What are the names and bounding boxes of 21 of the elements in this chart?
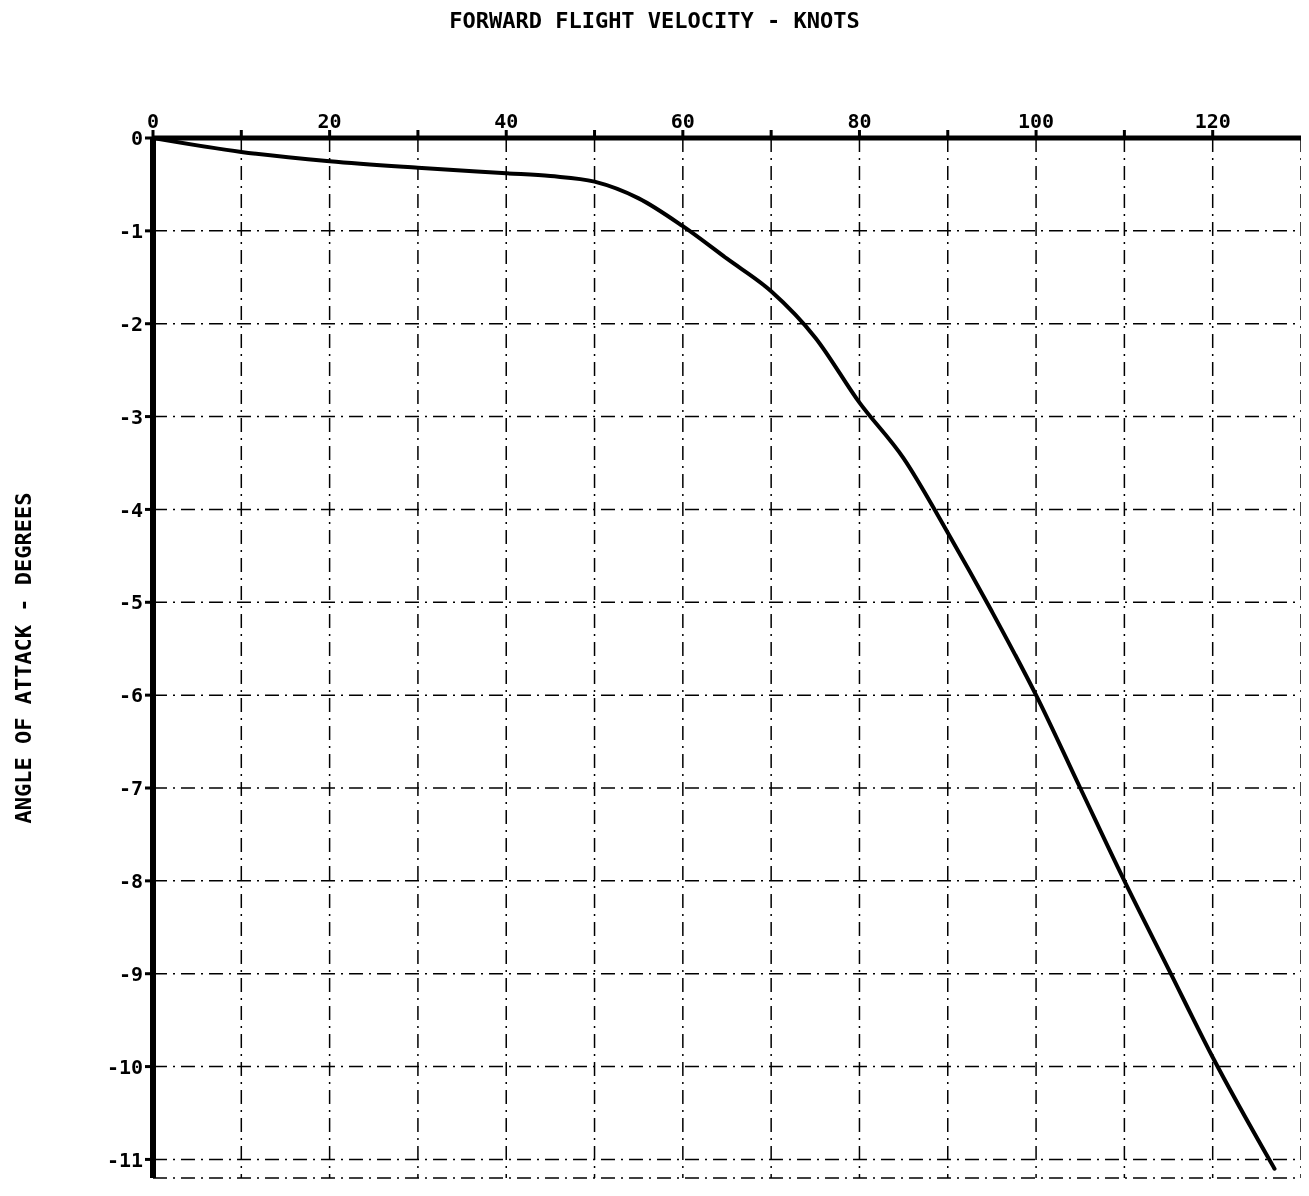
x-tick-label: 40 bbox=[494, 109, 519, 133]
y-tick-label: -8 bbox=[118, 868, 143, 893]
x-tick-label: 120 bbox=[1194, 109, 1231, 133]
x-axis-title: FORWARD FLIGHT VELOCITY - KNOTS bbox=[448, 8, 861, 35]
x-tick-label: 60 bbox=[670, 109, 695, 133]
y-tick-label: -10 bbox=[106, 1054, 143, 1079]
y-tick-label: -11 bbox=[106, 1147, 143, 1172]
y-tick-label: -2 bbox=[118, 311, 143, 336]
x-tick-label: 100 bbox=[1018, 109, 1055, 133]
y-tick-label: -4 bbox=[118, 497, 143, 522]
x-tick-label: 20 bbox=[317, 109, 342, 133]
x-tick-label: 80 bbox=[847, 109, 872, 133]
y-tick-label: -7 bbox=[118, 776, 143, 801]
y-tick-label: 0 bbox=[130, 126, 143, 151]
y-tick-label: -3 bbox=[118, 404, 143, 429]
y-tick-label: -5 bbox=[118, 590, 143, 615]
x-tick-label: 0 bbox=[146, 109, 160, 133]
y-axis-title: ANGLE OF ATTACK - DEGREES bbox=[10, 492, 36, 824]
y-tick-label: -6 bbox=[118, 683, 143, 708]
y-tick-label: -9 bbox=[118, 961, 143, 986]
y-tick-label: -1 bbox=[118, 218, 143, 243]
